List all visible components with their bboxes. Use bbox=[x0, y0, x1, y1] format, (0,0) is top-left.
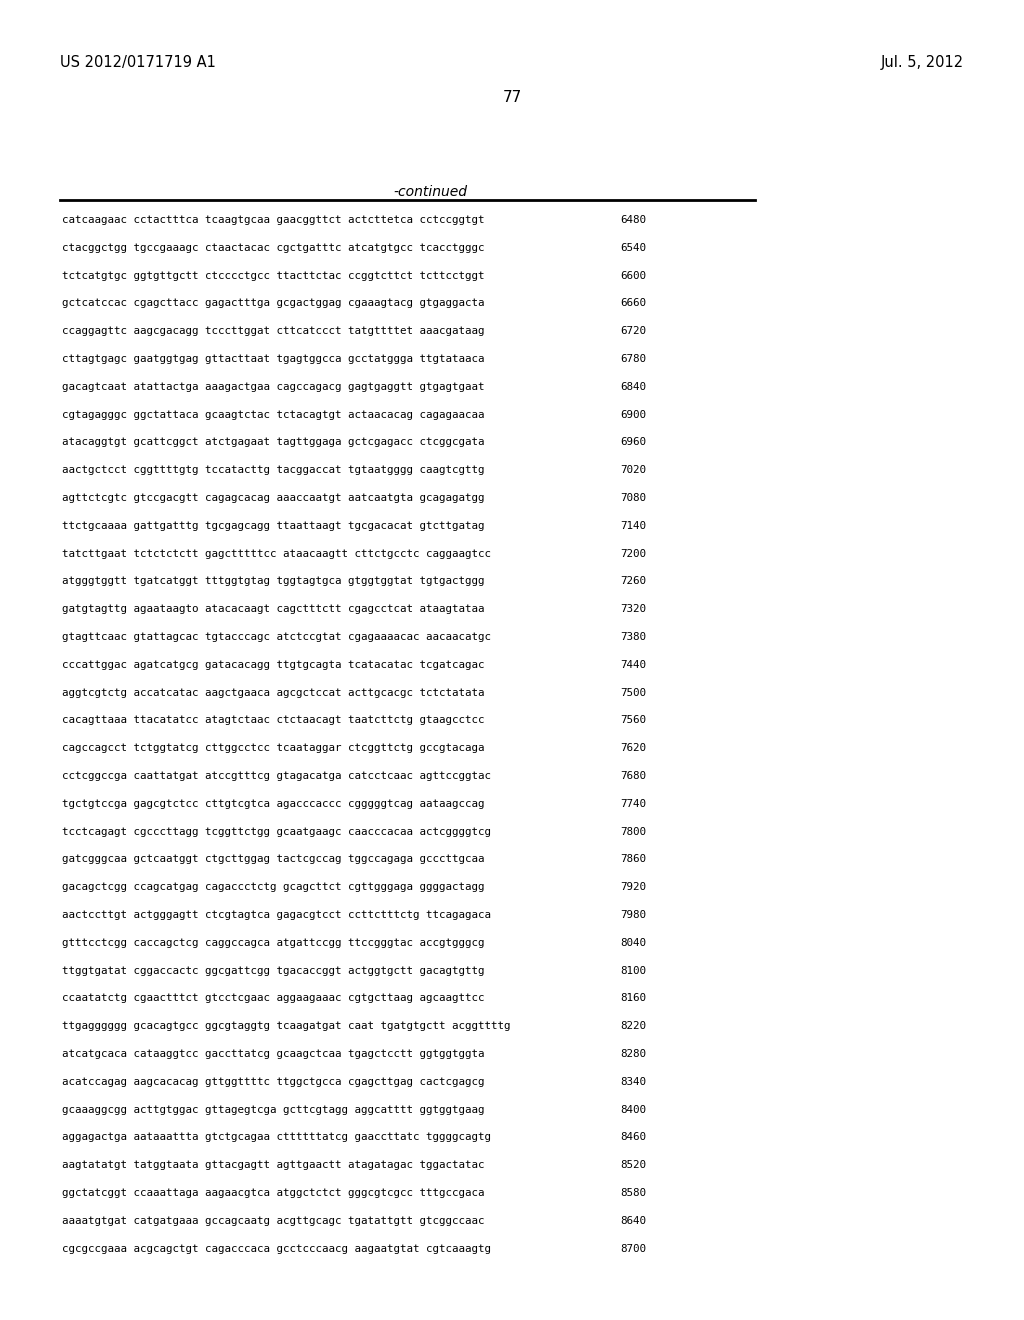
Text: 7500: 7500 bbox=[620, 688, 646, 697]
Text: 8700: 8700 bbox=[620, 1243, 646, 1254]
Text: 6900: 6900 bbox=[620, 409, 646, 420]
Text: gacagctcgg ccagcatgag cagaccctctg gcagcttct cgttgggaga ggggactagg: gacagctcgg ccagcatgag cagaccctctg gcagct… bbox=[62, 882, 484, 892]
Text: 7980: 7980 bbox=[620, 909, 646, 920]
Text: tgctgtccga gagcgtctcc cttgtcgtca agacccaccc cgggggtcag aataagccag: tgctgtccga gagcgtctcc cttgtcgtca agaccca… bbox=[62, 799, 484, 809]
Text: 8460: 8460 bbox=[620, 1133, 646, 1142]
Text: 7140: 7140 bbox=[620, 521, 646, 531]
Text: cagccagcct tctggtatcg cttggcctcc tcaataggar ctcggttctg gccgtacaga: cagccagcct tctggtatcg cttggcctcc tcaatag… bbox=[62, 743, 484, 754]
Text: 7260: 7260 bbox=[620, 577, 646, 586]
Text: 8040: 8040 bbox=[620, 937, 646, 948]
Text: ccaggagttc aagcgacagg tcccttggat cttcatccct tatgttttet aaacgataag: ccaggagttc aagcgacagg tcccttggat cttcatc… bbox=[62, 326, 484, 337]
Text: ggctatcggt ccaaattaga aagaacgtca atggctctct gggcgtcgcc tttgccgaca: ggctatcggt ccaaattaga aagaacgtca atggctc… bbox=[62, 1188, 484, 1199]
Text: gtagttcaac gtattagcac tgtacccagc atctccgtat cgagaaaacac aacaacatgc: gtagttcaac gtattagcac tgtacccagc atctccg… bbox=[62, 632, 490, 642]
Text: aactgctcct cggttttgtg tccatacttg tacggaccat tgtaatgggg caagtcgttg: aactgctcct cggttttgtg tccatacttg tacggac… bbox=[62, 465, 484, 475]
Text: 7740: 7740 bbox=[620, 799, 646, 809]
Text: 6660: 6660 bbox=[620, 298, 646, 309]
Text: 8100: 8100 bbox=[620, 966, 646, 975]
Text: tctcatgtgc ggtgttgctt ctcccctgcc ttacttctac ccggtcttct tcttcctggt: tctcatgtgc ggtgttgctt ctcccctgcc ttacttc… bbox=[62, 271, 484, 281]
Text: ttctgcaaaa gattgatttg tgcgagcagg ttaattaagt tgcgacacat gtcttgatag: ttctgcaaaa gattgatttg tgcgagcagg ttaatta… bbox=[62, 521, 484, 531]
Text: tcctcagagt cgcccttagg tcggttctgg gcaatgaagc caacccacaa actcggggtcg: tcctcagagt cgcccttagg tcggttctgg gcaatga… bbox=[62, 826, 490, 837]
Text: aggtcgtctg accatcatac aagctgaaca agcgctccat acttgcacgc tctctatata: aggtcgtctg accatcatac aagctgaaca agcgctc… bbox=[62, 688, 484, 697]
Text: agttctcgtc gtccgacgtt cagagcacag aaaccaatgt aatcaatgta gcagagatgg: agttctcgtc gtccgacgtt cagagcacag aaaccaa… bbox=[62, 492, 484, 503]
Text: gatgtagttg agaataagto atacacaagt cagctttctt cgagcctcat ataagtataa: gatgtagttg agaataagto atacacaagt cagcttt… bbox=[62, 605, 484, 614]
Text: 6960: 6960 bbox=[620, 437, 646, 447]
Text: ttggtgatat cggaccactc ggcgattcgg tgacaccggt actggtgctt gacagtgttg: ttggtgatat cggaccactc ggcgattcgg tgacacc… bbox=[62, 966, 484, 975]
Text: gatcgggcaa gctcaatggt ctgcttggag tactcgccag tggccagaga gcccttgcaa: gatcgggcaa gctcaatggt ctgcttggag tactcgc… bbox=[62, 854, 484, 865]
Text: gtttcctcgg caccagctcg caggccagca atgattccgg ttccgggtac accgtgggcg: gtttcctcgg caccagctcg caggccagca atgattc… bbox=[62, 937, 484, 948]
Text: 6540: 6540 bbox=[620, 243, 646, 253]
Text: 7800: 7800 bbox=[620, 826, 646, 837]
Text: 7380: 7380 bbox=[620, 632, 646, 642]
Text: ctacggctgg tgccgaaagc ctaactacac cgctgatttc atcatgtgcc tcacctgggc: ctacggctgg tgccgaaagc ctaactacac cgctgat… bbox=[62, 243, 484, 253]
Text: atacaggtgt gcattcggct atctgagaat tagttggaga gctcgagacc ctcggcgata: atacaggtgt gcattcggct atctgagaat tagttgg… bbox=[62, 437, 484, 447]
Text: cacagttaaa ttacatatcc atagtctaac ctctaacagt taatcttctg gtaagcctcc: cacagttaaa ttacatatcc atagtctaac ctctaac… bbox=[62, 715, 484, 726]
Text: 7560: 7560 bbox=[620, 715, 646, 726]
Text: 7440: 7440 bbox=[620, 660, 646, 669]
Text: Jul. 5, 2012: Jul. 5, 2012 bbox=[881, 55, 964, 70]
Text: ttgagggggg gcacagtgcc ggcgtaggtg tcaagatgat caat tgatgtgctt acggttttg: ttgagggggg gcacagtgcc ggcgtaggtg tcaagat… bbox=[62, 1022, 511, 1031]
Text: 8340: 8340 bbox=[620, 1077, 646, 1086]
Text: 7080: 7080 bbox=[620, 492, 646, 503]
Text: 8160: 8160 bbox=[620, 994, 646, 1003]
Text: 8220: 8220 bbox=[620, 1022, 646, 1031]
Text: 7320: 7320 bbox=[620, 605, 646, 614]
Text: gcaaaggcgg acttgtggac gttagegtcga gcttcgtagg aggcatttt ggtggtgaag: gcaaaggcgg acttgtggac gttagegtcga gcttcg… bbox=[62, 1105, 484, 1114]
Text: 8640: 8640 bbox=[620, 1216, 646, 1226]
Text: 8520: 8520 bbox=[620, 1160, 646, 1171]
Text: US 2012/0171719 A1: US 2012/0171719 A1 bbox=[60, 55, 216, 70]
Text: 7920: 7920 bbox=[620, 882, 646, 892]
Text: aggagactga aataaattta gtctgcagaa cttttttatcg gaaccttatc tggggcagtg: aggagactga aataaattta gtctgcagaa ctttttt… bbox=[62, 1133, 490, 1142]
Text: gctcatccac cgagcttacc gagactttga gcgactggag cgaaagtacg gtgaggacta: gctcatccac cgagcttacc gagactttga gcgactg… bbox=[62, 298, 484, 309]
Text: 6840: 6840 bbox=[620, 381, 646, 392]
Text: 77: 77 bbox=[503, 90, 521, 106]
Text: cgtagagggc ggctattaca gcaagtctac tctacagtgt actaacacag cagagaacaa: cgtagagggc ggctattaca gcaagtctac tctacag… bbox=[62, 409, 484, 420]
Text: tatcttgaat tctctctctt gagctttttcc ataacaagtt cttctgcctc caggaagtcc: tatcttgaat tctctctctt gagctttttcc ataaca… bbox=[62, 549, 490, 558]
Text: atgggtggtt tgatcatggt tttggtgtag tggtagtgca gtggtggtat tgtgactggg: atgggtggtt tgatcatggt tttggtgtag tggtagt… bbox=[62, 577, 484, 586]
Text: aaaatgtgat catgatgaaa gccagcaatg acgttgcagc tgatattgtt gtcggccaac: aaaatgtgat catgatgaaa gccagcaatg acgttgc… bbox=[62, 1216, 484, 1226]
Text: 7680: 7680 bbox=[620, 771, 646, 781]
Text: cttagtgagc gaatggtgag gttacttaat tgagtggcca gcctatggga ttgtataaca: cttagtgagc gaatggtgag gttacttaat tgagtgg… bbox=[62, 354, 484, 364]
Text: 7620: 7620 bbox=[620, 743, 646, 754]
Text: 8400: 8400 bbox=[620, 1105, 646, 1114]
Text: 7020: 7020 bbox=[620, 465, 646, 475]
Text: 7200: 7200 bbox=[620, 549, 646, 558]
Text: 8280: 8280 bbox=[620, 1049, 646, 1059]
Text: cgcgccgaaa acgcagctgt cagacccaca gcctcccaacg aagaatgtat cgtcaaagtg: cgcgccgaaa acgcagctgt cagacccaca gcctccc… bbox=[62, 1243, 490, 1254]
Text: acatccagag aagcacacag gttggttttc ttggctgcca cgagcttgag cactcgagcg: acatccagag aagcacacag gttggttttc ttggctg… bbox=[62, 1077, 484, 1086]
Text: 7860: 7860 bbox=[620, 854, 646, 865]
Text: 6600: 6600 bbox=[620, 271, 646, 281]
Text: ccaatatctg cgaactttct gtcctcgaac aggaagaaac cgtgcttaag agcaagttcc: ccaatatctg cgaactttct gtcctcgaac aggaaga… bbox=[62, 994, 484, 1003]
Text: 8580: 8580 bbox=[620, 1188, 646, 1199]
Text: 6780: 6780 bbox=[620, 354, 646, 364]
Text: atcatgcaca cataaggtcc gaccttatcg gcaagctcaa tgagctcctt ggtggtggta: atcatgcaca cataaggtcc gaccttatcg gcaagct… bbox=[62, 1049, 484, 1059]
Text: aagtatatgt tatggtaata gttacgagtt agttgaactt atagatagac tggactatac: aagtatatgt tatggtaata gttacgagtt agttgaa… bbox=[62, 1160, 484, 1171]
Text: gacagtcaat atattactga aaagactgaa cagccagacg gagtgaggtt gtgagtgaat: gacagtcaat atattactga aaagactgaa cagccag… bbox=[62, 381, 484, 392]
Text: aactccttgt actgggagtt ctcgtagtca gagacgtcct ccttctttctg ttcagagaca: aactccttgt actgggagtt ctcgtagtca gagacgt… bbox=[62, 909, 490, 920]
Text: catcaagaac cctactttca tcaagtgcaa gaacggttct actcttetca cctccggtgt: catcaagaac cctactttca tcaagtgcaa gaacggt… bbox=[62, 215, 484, 224]
Text: -continued: -continued bbox=[393, 185, 467, 199]
Text: 6480: 6480 bbox=[620, 215, 646, 224]
Text: 6720: 6720 bbox=[620, 326, 646, 337]
Text: cccattggac agatcatgcg gatacacagg ttgtgcagta tcatacatac tcgatcagac: cccattggac agatcatgcg gatacacagg ttgtgca… bbox=[62, 660, 484, 669]
Text: cctcggccga caattatgat atccgtttcg gtagacatga catcctcaac agttccggtac: cctcggccga caattatgat atccgtttcg gtagaca… bbox=[62, 771, 490, 781]
